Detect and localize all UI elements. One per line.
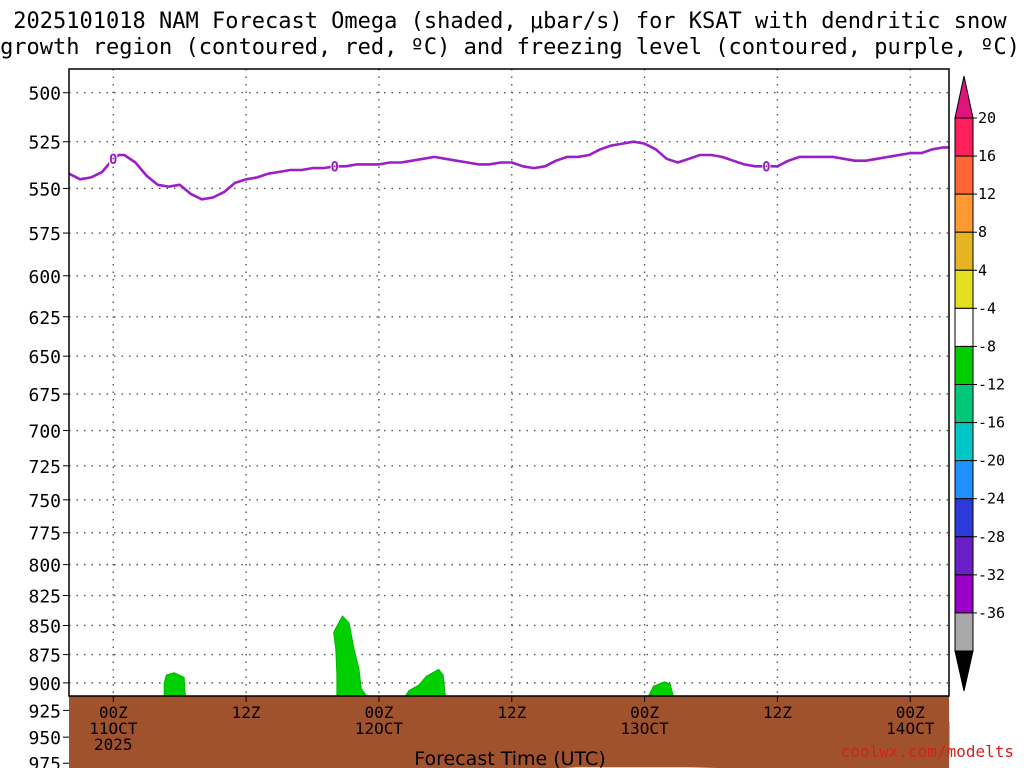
- y-tick-label: 500: [28, 84, 61, 105]
- y-tick-label: 975: [28, 754, 61, 768]
- x-tick-label: 12Z: [497, 703, 526, 722]
- freezing-level-line: [68, 140, 949, 201]
- credit-text: coolwx.com/modelts: [841, 742, 1014, 761]
- y-tick-label: 925: [28, 701, 61, 722]
- colorbar-segment: [954, 460, 974, 500]
- colorbar-bottom-arrow: [954, 650, 974, 692]
- freezing-level-label: 0: [330, 159, 338, 175]
- colorbar-label: -12: [978, 376, 1005, 394]
- colorbar-label: -24: [978, 490, 1005, 508]
- chart-title-line-1: 2025101018 NAM Forecast Omega (shaded, μ…: [13, 9, 1007, 34]
- y-tick-label: 825: [28, 587, 61, 608]
- colorbar-label: 12: [978, 185, 996, 203]
- y-tick-label: 525: [28, 133, 61, 154]
- contour-label-bg: [762, 159, 771, 174]
- freezing-level-contour: 0 0 0: [68, 140, 949, 201]
- colorbar: 20 16 12 8 4 -4 -8 -12 -16 -20 -24 -28 -32 -36: [954, 75, 1005, 692]
- colorbar-label: -32: [978, 566, 1005, 584]
- y-tick-label: 625: [28, 308, 61, 329]
- y-tick-label: 725: [28, 457, 61, 478]
- y-axis: 500 525 550 575 600 625 650 675 700 725 750 775 800 8…: [28, 84, 69, 768]
- x-tick-label: 00Z: [630, 703, 659, 722]
- y-tick-label: 750: [28, 491, 61, 512]
- colorbar-segment: [954, 345, 974, 385]
- colorbar-label: 20: [978, 109, 996, 127]
- grid-lines: [69, 69, 949, 764]
- contour-label-bg: [330, 159, 339, 174]
- freezing-level-label: 0: [762, 159, 770, 175]
- terrain-fill: [69, 696, 949, 768]
- x-tick-label: 00Z: [896, 703, 925, 722]
- colorbar-label: -8: [978, 337, 996, 355]
- colorbar-label: 4: [978, 261, 987, 279]
- colorbar-segment: [954, 536, 974, 576]
- colorbar-label: -28: [978, 528, 1005, 546]
- contour-label-bg: [109, 151, 118, 166]
- y-tick-label: 900: [28, 674, 61, 695]
- x-tick-label: 13OCT: [621, 719, 670, 738]
- colorbar-label: -20: [978, 452, 1005, 470]
- x-axis-label: Forecast Time (UTC): [414, 748, 605, 768]
- title-group: 2025101018 NAM Forecast Omega (shaded, μ…: [0, 9, 1020, 60]
- y-tick-label: 675: [28, 385, 61, 406]
- plot-frame: [68, 68, 950, 697]
- y-tick-label: 875: [28, 646, 61, 667]
- colorbar-label: -4: [978, 299, 996, 317]
- terrain-surface: [69, 696, 949, 768]
- x-tick-label: 12OCT: [355, 719, 404, 738]
- colorbar-segment: [954, 231, 974, 271]
- y-tick-label: 650: [28, 347, 61, 368]
- y-tick-label: 700: [28, 422, 61, 443]
- colorbar-segment: [954, 117, 974, 157]
- colorbar-segment: [954, 155, 974, 195]
- y-tick-label: 950: [28, 728, 61, 749]
- colorbar-top-arrow: [954, 75, 974, 119]
- colorbar-segment: [954, 612, 974, 652]
- y-tick-label: 575: [28, 224, 61, 245]
- freezing-level-label: 0: [109, 152, 117, 168]
- x-tick-label: 2025: [94, 735, 133, 754]
- colorbar-label: -16: [978, 414, 1005, 432]
- x-tick-label: 00Z: [99, 703, 128, 722]
- y-tick-label: 550: [28, 179, 61, 200]
- x-tick-label: 11OCT: [89, 719, 138, 738]
- colorbar-label: -36: [978, 604, 1005, 622]
- colorbar-segment: [954, 307, 974, 347]
- x-tick-label: 00Z: [364, 703, 393, 722]
- y-tick-label: 775: [28, 524, 61, 545]
- colorbar-segment: [954, 269, 974, 309]
- colorbar-segment: [954, 422, 974, 462]
- colorbar-label: 16: [978, 147, 996, 165]
- colorbar-segment: [954, 574, 974, 614]
- colorbar-label: 8: [978, 223, 987, 241]
- colorbar-segment: [954, 498, 974, 538]
- x-tick-label: 12Z: [232, 703, 261, 722]
- y-tick-label: 800: [28, 556, 61, 577]
- colorbar-segment: [954, 193, 974, 233]
- colorbar-segment: [954, 384, 974, 424]
- chart-title-line-2: growth region (contoured, red, ºC) and f…: [0, 35, 1020, 60]
- y-tick-label: 600: [28, 267, 61, 288]
- x-tick-label: 14OCT: [886, 719, 935, 738]
- y-tick-label: 850: [28, 616, 61, 637]
- x-tick-label: 12Z: [763, 703, 792, 722]
